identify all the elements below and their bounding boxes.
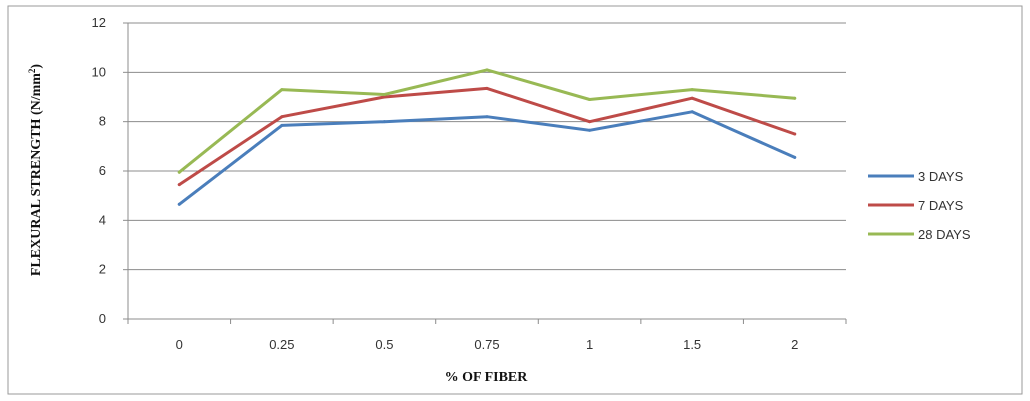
series-0-point-4	[588, 128, 592, 132]
series-1-point-6	[793, 132, 797, 136]
series-1-point-4	[588, 120, 592, 124]
y-tick-label-2: 4	[99, 212, 106, 227]
series-1-point-5	[690, 96, 694, 100]
series-0-point-3	[485, 115, 489, 119]
series-2-point-3	[485, 68, 489, 72]
x-tick-label-1: 0.25	[269, 337, 294, 352]
legend-label-1: 7 DAYS	[918, 198, 964, 213]
y-tick-label-4: 8	[99, 114, 106, 129]
series-1-point-2	[382, 95, 386, 99]
series-2-point-1	[280, 88, 284, 92]
x-tick-label-3: 0.75	[474, 337, 499, 352]
series-1-point-1	[280, 115, 284, 119]
y-tick-label-1: 2	[99, 262, 106, 277]
y-tick-label-5: 10	[92, 64, 106, 79]
series-0-point-0	[177, 202, 181, 206]
series-2-point-4	[588, 97, 592, 101]
legend-label-0: 3 DAYS	[918, 169, 964, 184]
x-tick-label-2: 0.5	[375, 337, 393, 352]
x-tick-label-4: 1	[586, 337, 593, 352]
series-lines	[177, 68, 797, 206]
series-2-point-6	[793, 96, 797, 100]
y-axis-title: FLEXURAL STRENGTH (N/mm2)	[27, 64, 44, 277]
series-2-point-0	[177, 170, 181, 174]
y-tick-label-0: 0	[99, 311, 106, 326]
axes: 0 2 4 6 8 10 12 0 0.25 0.5 0.75 1 1.5 2	[92, 15, 847, 352]
y-tick-label-6: 12	[92, 15, 106, 30]
series-1-point-3	[485, 86, 489, 90]
series-0-point-1	[280, 123, 284, 127]
x-tick-label-0: 0	[176, 337, 183, 352]
series-2-point-5	[690, 88, 694, 92]
y-tick-label-3: 6	[99, 163, 106, 178]
x-tick-label-5: 1.5	[683, 337, 701, 352]
series-0-point-6	[793, 155, 797, 159]
x-tick-label-6: 2	[791, 337, 798, 352]
x-axis-title: % OF FIBER	[445, 370, 529, 385]
series-1-point-0	[177, 183, 181, 187]
series-0-point-2	[382, 120, 386, 124]
legend: 3 DAYS 7 DAYS 28 DAYS	[868, 169, 971, 242]
chart-frame	[7, 5, 1023, 395]
legend-label-2: 28 DAYS	[918, 227, 971, 242]
series-0-point-5	[690, 110, 694, 114]
gridlines	[128, 22, 846, 320]
series-2-point-2	[382, 93, 386, 97]
